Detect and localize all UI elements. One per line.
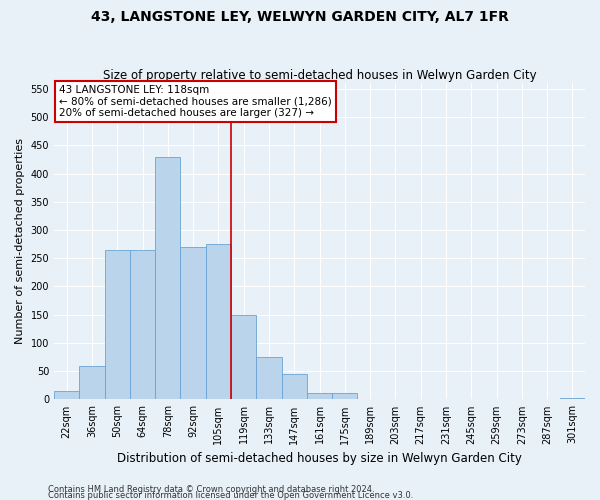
Y-axis label: Number of semi-detached properties: Number of semi-detached properties [15, 138, 25, 344]
Bar [79, 366, 104, 400]
Bar [231, 314, 256, 400]
Bar [155, 156, 181, 400]
Bar [104, 250, 130, 400]
Bar [206, 244, 231, 400]
Bar [332, 392, 358, 400]
Text: 43 LANGSTONE LEY: 118sqm
← 80% of semi-detached houses are smaller (1,286)
20% o: 43 LANGSTONE LEY: 118sqm ← 80% of semi-d… [59, 84, 332, 118]
Bar [256, 357, 281, 400]
Bar [281, 374, 307, 400]
Bar [560, 398, 585, 400]
Text: Contains HM Land Registry data © Crown copyright and database right 2024.: Contains HM Land Registry data © Crown c… [48, 485, 374, 494]
Text: Contains public sector information licensed under the Open Government Licence v3: Contains public sector information licen… [48, 490, 413, 500]
Bar [130, 250, 155, 400]
X-axis label: Distribution of semi-detached houses by size in Welwyn Garden City: Distribution of semi-detached houses by … [117, 452, 522, 465]
Text: 43, LANGSTONE LEY, WELWYN GARDEN CITY, AL7 1FR: 43, LANGSTONE LEY, WELWYN GARDEN CITY, A… [91, 10, 509, 24]
Bar [181, 247, 206, 400]
Bar [54, 391, 79, 400]
Bar [307, 392, 332, 400]
Title: Size of property relative to semi-detached houses in Welwyn Garden City: Size of property relative to semi-detach… [103, 69, 536, 82]
